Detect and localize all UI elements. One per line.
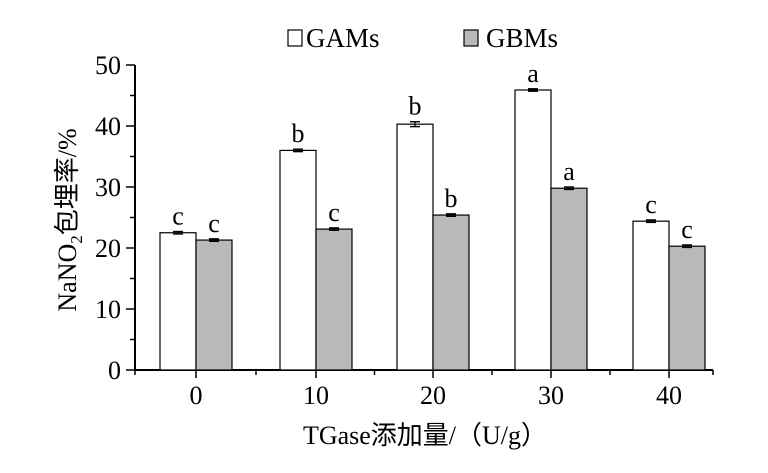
bar-gbms bbox=[432, 214, 470, 371]
legend-swatch-gbms bbox=[463, 29, 479, 47]
significance-label: a bbox=[563, 157, 575, 186]
significance-label: c bbox=[681, 215, 693, 244]
x-tick-label: 40 bbox=[656, 381, 682, 410]
y-tick-label: 30 bbox=[95, 173, 121, 202]
bar-gbms bbox=[668, 245, 706, 371]
bar-gams bbox=[396, 123, 434, 371]
x-axis-title: TGase添加量/（U/g） bbox=[303, 421, 547, 450]
x-tick-label: 10 bbox=[303, 381, 329, 410]
bar-gams bbox=[159, 232, 197, 371]
y-tick-label: 40 bbox=[95, 112, 121, 141]
bar-gbms bbox=[550, 187, 588, 371]
x-tick-label: 20 bbox=[420, 381, 446, 410]
x-tick-label: 30 bbox=[538, 381, 564, 410]
significance-label: c bbox=[172, 202, 184, 231]
significance-label: b bbox=[292, 119, 305, 148]
axes: 0 10 20 30 40 50 0 10 20 30 40 bbox=[95, 51, 714, 410]
x-tick-label: 0 bbox=[190, 381, 203, 410]
significance-label: b bbox=[409, 92, 422, 121]
legend: GAMs GBMs bbox=[287, 23, 558, 53]
bar-gbms bbox=[195, 239, 233, 371]
y-axis-title-rest: 包埋率/% bbox=[53, 128, 82, 235]
significance-label: c bbox=[208, 209, 220, 238]
bar-gbms bbox=[315, 228, 353, 371]
bars bbox=[159, 88, 706, 371]
y-tick-label: 50 bbox=[95, 51, 121, 80]
y-tick-label: 20 bbox=[95, 234, 121, 263]
significance-label: c bbox=[645, 190, 657, 219]
significance-label: b bbox=[445, 184, 458, 213]
y-tick-label: 0 bbox=[108, 356, 121, 385]
legend-swatch-gams bbox=[287, 29, 303, 47]
bar-gams bbox=[279, 149, 317, 371]
y-axis-title-sub: 2 bbox=[67, 235, 86, 244]
bar-gams bbox=[632, 220, 670, 371]
y-axis-title: NaNO2包埋率/% bbox=[53, 128, 86, 311]
bar-gams bbox=[514, 89, 552, 371]
legend-label-gams: GAMs bbox=[306, 23, 380, 53]
legend-label-gbms: GBMs bbox=[486, 23, 558, 53]
y-axis-title-main: NaNO bbox=[53, 244, 82, 312]
significance-label: c bbox=[328, 198, 340, 227]
significance-label: a bbox=[527, 59, 539, 88]
y-tick-label: 10 bbox=[95, 295, 121, 324]
